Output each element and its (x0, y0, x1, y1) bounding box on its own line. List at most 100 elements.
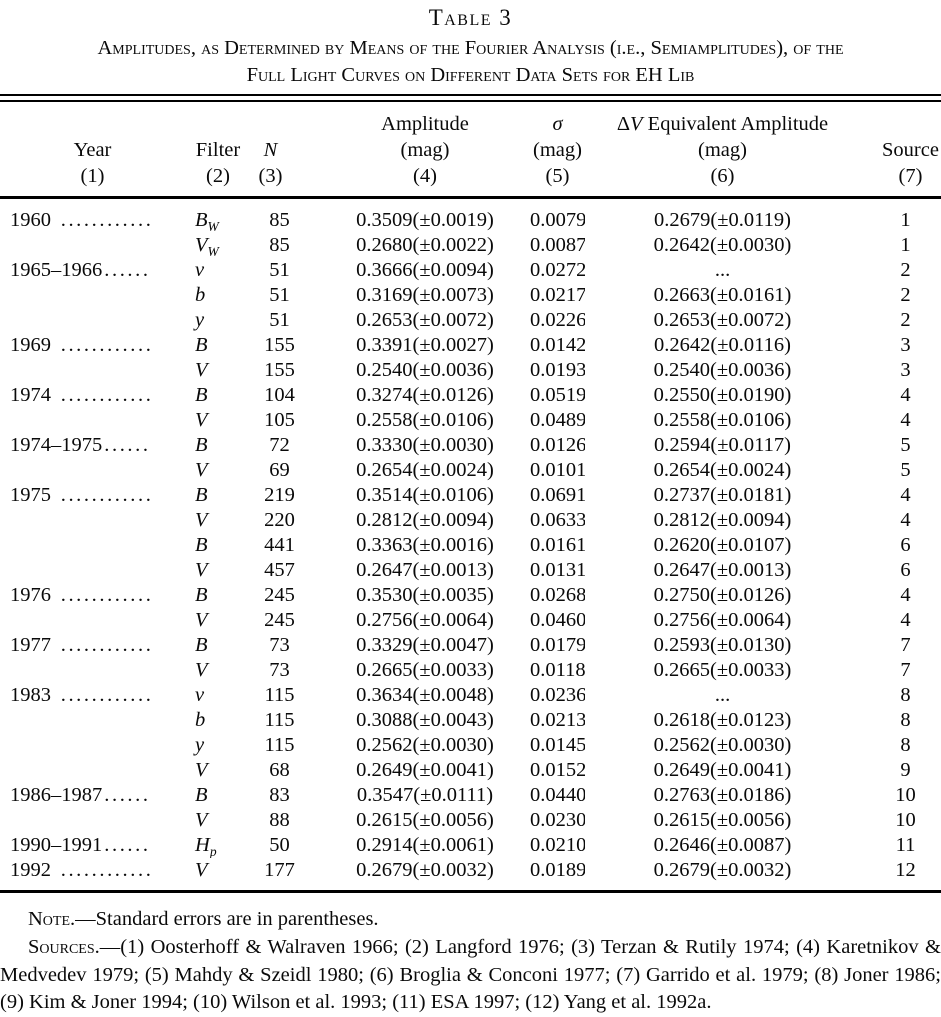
filter-cell: B (175, 783, 255, 808)
header-row: Year (1) Filter (2) N (3) Amplitude (mag… (0, 102, 941, 199)
source-cell: 3 (900, 359, 911, 381)
year-dot-leader: ...... (104, 434, 151, 456)
note-text: .—Standard errors are in parentheses. (70, 908, 379, 930)
source-cell: 5 (900, 459, 911, 481)
filter-cell: B (175, 383, 255, 408)
amplitude-cell: 0.3330(±0.0030) (356, 434, 494, 456)
table-body: 1960 ............ BW 85 0.3509(±0.0019) 0.00… (0, 198, 941, 892)
filter-letter: v (195, 259, 205, 281)
source-cell: 8 (900, 684, 911, 706)
col-header-amplitude-number: (4) (413, 165, 437, 187)
table-row: V 69 0.2654(±0.0024) 0.0101 0.2654(±0.0024) 5 (0, 458, 941, 483)
year-cell: 1986–1987...... (0, 783, 175, 808)
filter-letter: V (195, 359, 208, 381)
table-row: 1990–1991...... Hp 50 0.2914(±0.0061) 0.0210… (0, 833, 941, 858)
filter-subscript: W (207, 244, 219, 258)
sigma-cell: 0.0179 (530, 634, 585, 656)
source-cell: 7 (900, 659, 911, 681)
col-header-dv-unit: (mag) (698, 139, 747, 161)
col-header-sigma-unit: (mag) (533, 139, 582, 161)
n-cell: 69 (269, 459, 290, 481)
year-label: 1986–1987 (10, 784, 103, 806)
table-row: 1977 ............ B 73 0.3329(±0.0047) 0.017… (0, 633, 941, 658)
table-row: y 115 0.2562(±0.0030) 0.0145 0.2562(±0.0030)… (0, 733, 941, 758)
source-cell: 4 (900, 484, 911, 506)
year-dot-leader: ............ (53, 634, 154, 656)
amplitude-cell: 0.2756(±0.0064) (356, 609, 494, 631)
col-header-amplitude-label: Amplitude (381, 113, 469, 135)
filter-letter: b (195, 709, 206, 731)
filter-cell: B (175, 333, 255, 358)
n-cell: 115 (264, 734, 295, 756)
table-row: V 88 0.2615(±0.0056) 0.0230 0.2615(±0.0056) 1… (0, 808, 941, 833)
table-row: 1975 ............ B 219 0.3514(±0.0106) 0.06… (0, 483, 941, 508)
sigma-cell: 0.0489 (530, 409, 585, 431)
year-cell: 1992 ............ (0, 858, 175, 892)
filter-letter: y (195, 309, 205, 331)
source-cell: 4 (900, 609, 911, 631)
n-cell: 115 (264, 684, 295, 706)
amplitude-cell: 0.3329(±0.0047) (356, 634, 494, 656)
table-note: Note.—Standard errors are in parentheses… (0, 906, 941, 933)
year-cell (0, 408, 175, 433)
amplitude-cell: 0.2615(±0.0056) (356, 809, 494, 831)
table-row: V 245 0.2756(±0.0064) 0.0460 0.2756(±0.0064)… (0, 608, 941, 633)
year-cell (0, 758, 175, 783)
year-cell (0, 358, 175, 383)
dv-amplitude-cell: 0.2540(±0.0036) (653, 359, 792, 381)
sigma-cell: 0.0217 (530, 284, 585, 306)
source-cell: 8 (900, 734, 911, 756)
year-label: 1969 (10, 334, 51, 356)
n-cell: 51 (269, 259, 290, 281)
source-cell: 4 (900, 409, 911, 431)
table-title-line-1: Amplitudes, as Determined by Means of th… (97, 37, 844, 59)
year-cell: 1974–1975...... (0, 433, 175, 458)
year-dot-leader: ...... (104, 784, 151, 806)
dv-amplitude-cell: ... (714, 259, 731, 281)
dv-amplitude-cell: 0.2756(±0.0064) (653, 609, 792, 631)
amplitude-cell: 0.2654(±0.0024) (356, 459, 494, 481)
filter-letter: V (195, 459, 208, 481)
source-cell: 8 (900, 709, 911, 731)
source-cell: 3 (900, 334, 911, 356)
filter-letter: V (195, 609, 208, 631)
sigma-cell: 0.0079 (530, 209, 585, 231)
paper-table-page: Table 3 Amplitudes, as Determined by Mea… (0, 5, 941, 1013)
year-cell: 1965–1966...... (0, 258, 175, 283)
table-row: V 220 0.2812(±0.0094) 0.0633 0.2812(±0.0094)… (0, 508, 941, 533)
filter-cell: V (175, 608, 255, 633)
table-sources: Sources.—(1) Oosterhoff & Walraven 1966;… (0, 934, 941, 1017)
year-cell (0, 808, 175, 833)
filter-letter: v (195, 684, 205, 706)
filter-cell: y (175, 733, 255, 758)
amplitude-cell: 0.3547(±0.0111) (356, 784, 494, 806)
source-cell: 4 (900, 584, 911, 606)
filter-cell: VW (175, 233, 255, 258)
source-cell: 11 (895, 834, 916, 856)
col-header-year-number: (1) (80, 165, 105, 187)
amplitude-cell: 0.2562(±0.0030) (356, 734, 494, 756)
sigma-cell: 0.0193 (530, 359, 585, 381)
amplitude-cell: 0.3088(±0.0043) (356, 709, 494, 731)
col-header-source: Source (7) (860, 102, 941, 199)
year-dot-leader: ............ (53, 859, 154, 881)
year-cell (0, 533, 175, 558)
sigma-cell: 0.0236 (530, 684, 585, 706)
year-label: 1983 (10, 684, 51, 706)
sigma-cell: 0.0691 (530, 484, 585, 506)
dv-amplitude-cell: 0.2642(±0.0116) (654, 334, 791, 356)
table-row: 1974 ............ B 104 0.3274(±0.0126) 0.05… (0, 383, 941, 408)
col-header-year-label: Year (73, 139, 112, 161)
filter-cell: BW (175, 198, 255, 233)
dv-amplitude-cell: ... (714, 684, 731, 706)
filter-cell: V (175, 558, 255, 583)
sigma-cell: 0.0272 (530, 259, 585, 281)
amplitude-cell: 0.2649(±0.0041) (356, 759, 494, 781)
n-cell: 457 (264, 559, 295, 581)
source-cell: 6 (900, 559, 911, 581)
dv-amplitude-cell: 0.2679(±0.0119) (654, 209, 791, 231)
filter-cell: b (175, 283, 255, 308)
n-cell: 88 (269, 809, 290, 831)
source-cell: 4 (900, 384, 911, 406)
year-dot-leader: ............ (53, 684, 154, 706)
